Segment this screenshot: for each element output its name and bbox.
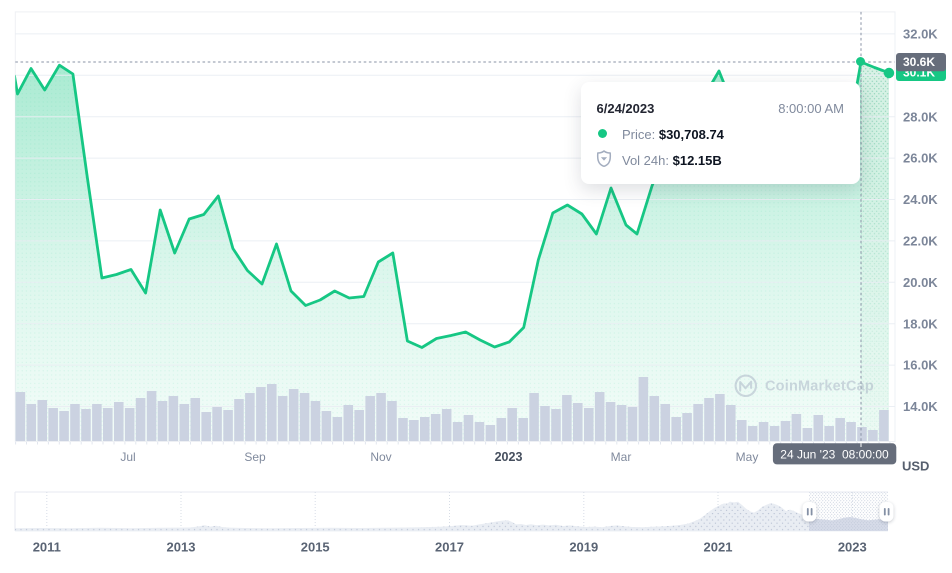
svg-text:22.0K: 22.0K (903, 234, 938, 249)
svg-text:24.0K: 24.0K (903, 192, 938, 207)
svg-text:14.0K: 14.0K (903, 399, 938, 414)
svg-text:2023: 2023 (495, 450, 523, 464)
svg-text:20.0K: 20.0K (903, 275, 938, 290)
svg-text:2017: 2017 (435, 540, 464, 555)
svg-text:2015: 2015 (301, 540, 330, 555)
svg-text:2023: 2023 (838, 540, 867, 555)
svg-text:28.0K: 28.0K (903, 109, 938, 124)
svg-text:Jul: Jul (120, 450, 135, 464)
svg-text:USD: USD (902, 459, 929, 474)
svg-text:2019: 2019 (569, 540, 598, 555)
svg-text:30.6K: 30.6K (903, 55, 935, 69)
svg-text:18.0K: 18.0K (903, 316, 938, 331)
svg-text:2021: 2021 (704, 540, 733, 555)
svg-text:CoinMarketCap: CoinMarketCap (765, 379, 874, 395)
svg-text:32.0K: 32.0K (903, 27, 938, 42)
svg-text:2011: 2011 (33, 540, 61, 555)
svg-text:26.0K: 26.0K (903, 151, 938, 166)
svg-text:2013: 2013 (167, 540, 196, 555)
svg-text:May: May (736, 450, 759, 464)
svg-text:Sep: Sep (244, 450, 266, 464)
svg-text:16.0K: 16.0K (903, 358, 938, 373)
svg-text:24 Jun '23 08:00:00: 24 Jun '23 08:00:00 (780, 447, 889, 461)
svg-text:Nov: Nov (370, 450, 391, 464)
svg-text:Mar: Mar (611, 450, 632, 464)
